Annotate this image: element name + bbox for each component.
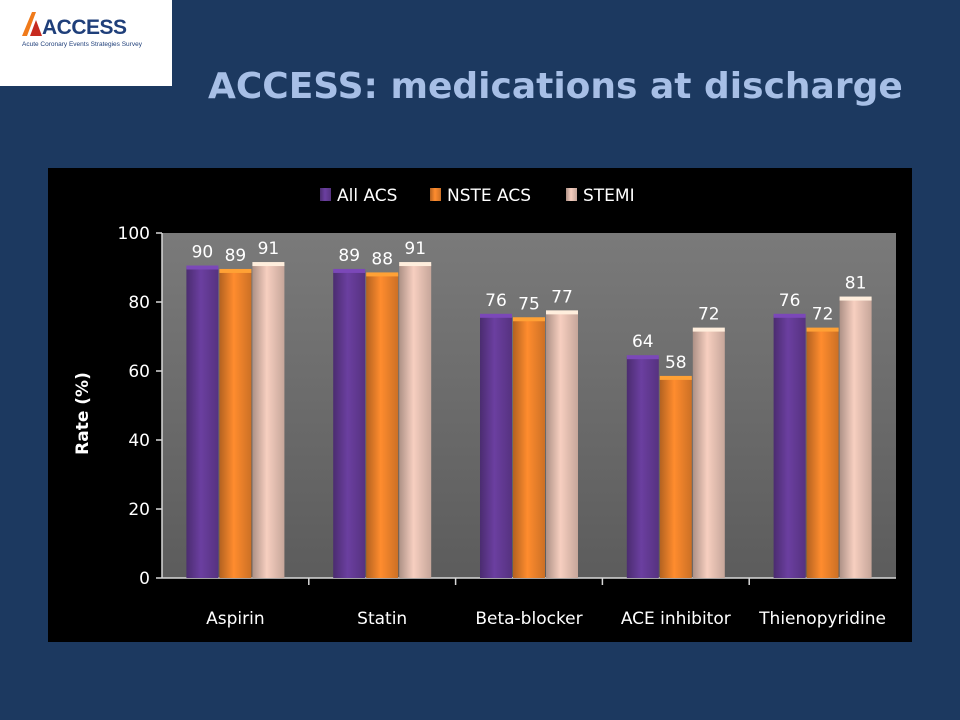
- data-label: 64: [632, 332, 654, 352]
- y-tick-label: 100: [118, 224, 150, 244]
- bar-top: [773, 313, 806, 318]
- bar: [546, 312, 578, 578]
- x-tick-label: Statin: [357, 609, 407, 629]
- bar-top: [399, 262, 432, 267]
- bar: [219, 270, 252, 578]
- bar-top: [806, 327, 839, 332]
- bar-top: [626, 355, 659, 360]
- data-label: 76: [485, 291, 507, 311]
- logo-name: ACCESS: [42, 16, 127, 39]
- bar-top: [219, 268, 252, 273]
- bar-top: [546, 310, 578, 315]
- bar: [773, 315, 806, 578]
- y-tick-label: 20: [128, 500, 150, 520]
- logo-subtitle: Acute Coronary Events Strategies Survey: [22, 41, 142, 48]
- bar-top: [513, 317, 545, 322]
- bar: [399, 264, 432, 578]
- y-tick-label: 0: [139, 569, 150, 589]
- bar-top: [659, 375, 692, 380]
- data-label: 58: [665, 353, 687, 373]
- data-label: 81: [845, 274, 867, 294]
- x-tick-label: Aspirin: [206, 609, 265, 629]
- bar: [659, 377, 692, 578]
- bar-top: [252, 262, 285, 267]
- bar-top: [480, 313, 512, 318]
- data-label: 90: [192, 243, 214, 263]
- x-tick-label: Thienopyridine: [758, 609, 886, 629]
- bar-chart: 0 20 40 60 80 100 Rate (%) 90 89 91 Aspirin 89 88 91 S…: [73, 186, 896, 629]
- y-axis-label: Rate (%): [73, 372, 93, 455]
- data-label: 77: [551, 287, 573, 307]
- x-tick-label: Beta-blocker: [475, 609, 582, 629]
- x-tick-label: ACE inhibitor: [621, 609, 731, 629]
- bar: [333, 270, 366, 578]
- legend-label: STEMI: [583, 186, 635, 206]
- bar-top: [839, 296, 872, 301]
- access-logo-icon: [22, 12, 42, 36]
- data-label: 91: [404, 239, 426, 259]
- data-label: 88: [371, 249, 393, 269]
- y-tick-label: 40: [128, 431, 150, 451]
- data-label: 76: [779, 291, 801, 311]
- bar-top: [366, 272, 399, 277]
- logo: ACCESS Acute Coronary Events Strategies …: [0, 0, 172, 86]
- legend-swatch: [430, 188, 441, 201]
- data-label: 91: [258, 239, 280, 259]
- bar: [806, 329, 839, 578]
- chart-panel: 0 20 40 60 80 100 Rate (%) 90 89 91 Aspirin 89 88 91 S…: [48, 168, 912, 642]
- page-title: ACCESS: medications at discharge: [208, 66, 903, 107]
- bar: [692, 329, 725, 578]
- bar: [366, 274, 399, 578]
- legend-label: NSTE ACS: [447, 186, 531, 206]
- data-label: 72: [812, 305, 834, 325]
- bar-top: [692, 327, 725, 332]
- bar: [480, 315, 512, 578]
- bar: [186, 267, 219, 578]
- bar: [252, 264, 285, 578]
- data-label: 75: [518, 294, 540, 314]
- legend-swatch: [566, 188, 577, 201]
- y-tick-label: 80: [128, 293, 150, 313]
- legend-label: All ACS: [337, 186, 397, 206]
- bar: [839, 298, 872, 578]
- y-tick-label: 60: [128, 362, 150, 382]
- bar: [513, 319, 545, 578]
- bar-top: [333, 268, 366, 273]
- legend-swatch: [320, 188, 331, 201]
- data-label: 72: [698, 305, 720, 325]
- bar-top: [186, 265, 219, 270]
- data-label: 89: [225, 246, 247, 266]
- data-label: 89: [338, 246, 360, 266]
- bar: [626, 357, 659, 578]
